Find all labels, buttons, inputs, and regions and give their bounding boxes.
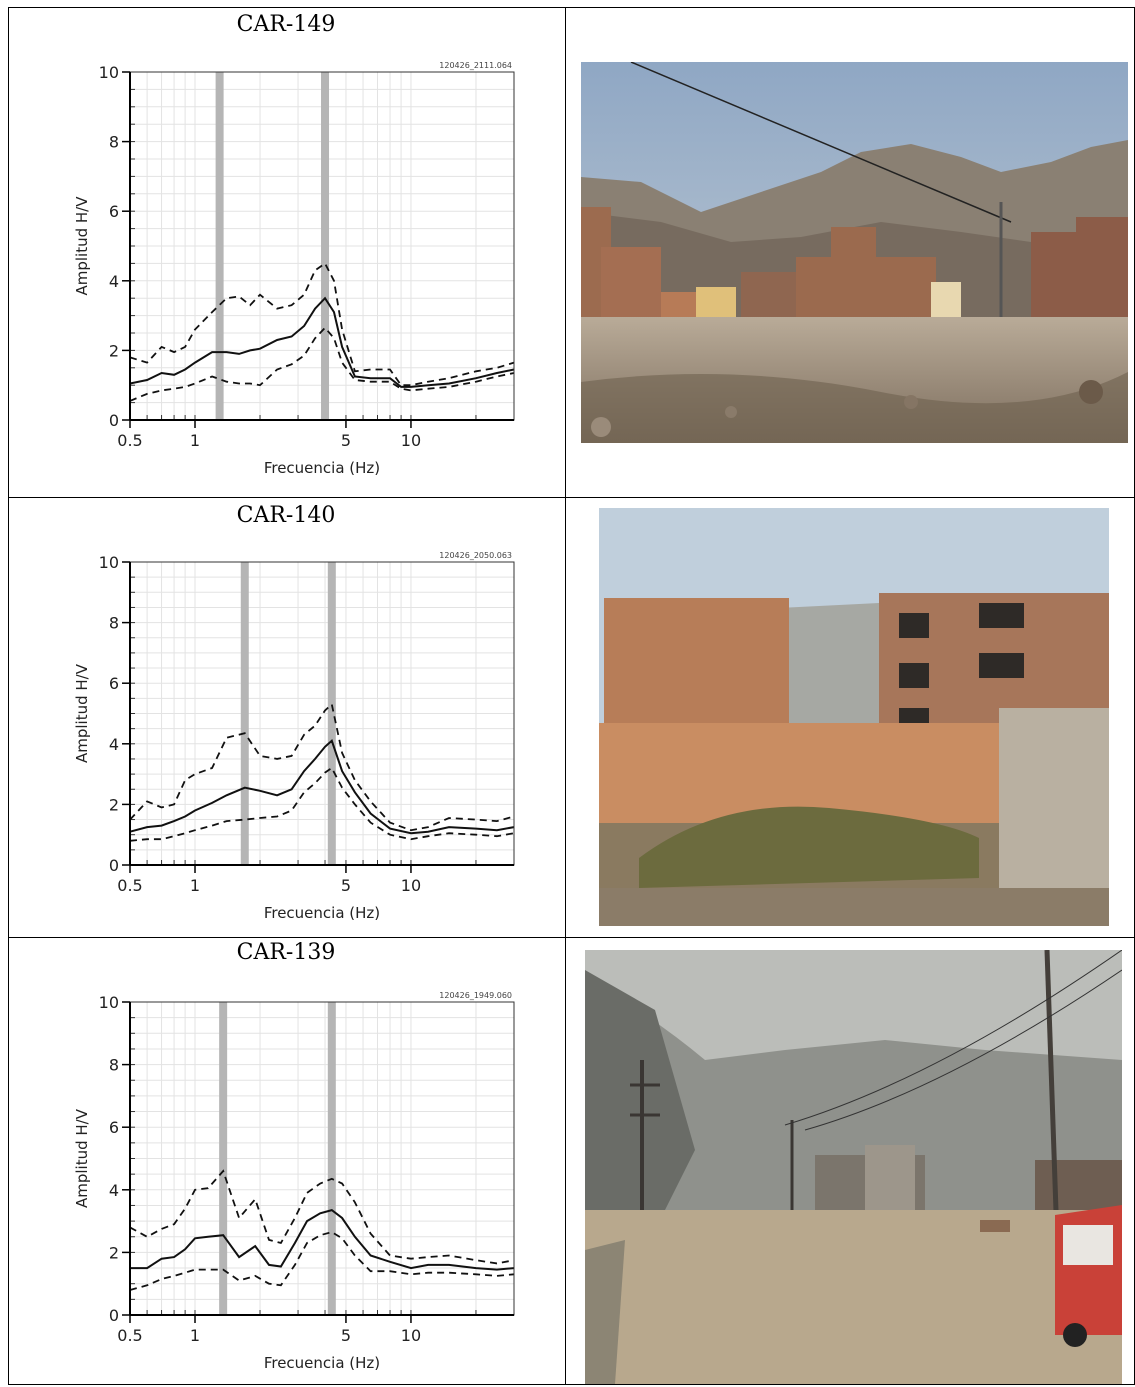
y-tick-label: 2 bbox=[109, 795, 119, 814]
table-row-divider-2 bbox=[8, 937, 1135, 938]
table-row-divider-1 bbox=[8, 497, 1135, 498]
y-tick-label: 6 bbox=[109, 674, 119, 693]
y-tick-label: 0 bbox=[109, 411, 119, 430]
y-tick-label: 4 bbox=[109, 1181, 119, 1200]
x-tick-label: 1 bbox=[190, 1326, 200, 1345]
x-tick-label: 5 bbox=[341, 431, 351, 450]
hv-chart: 0 2 4 6 8 10 0.5 1 5 10 120426_1949.060 Frecuencia … bbox=[73, 991, 515, 1372]
photo-street-mountains bbox=[581, 62, 1128, 443]
y-axis-label: Amplitud H/V bbox=[73, 1108, 91, 1208]
x-tick-label: 0.5 bbox=[117, 431, 142, 450]
photo-hazy-dirt-road bbox=[585, 950, 1122, 1384]
x-axis-label: Frecuencia (Hz) bbox=[264, 459, 380, 477]
y-tick-label: 6 bbox=[109, 202, 119, 221]
hv-chart: 0 2 4 6 8 10 0.5 1 5 10 120426_2111.064 Frecuencia … bbox=[73, 61, 515, 477]
y-tick-label: 10 bbox=[99, 63, 119, 82]
y-tick-label: 8 bbox=[109, 614, 119, 633]
hv-mean-curve bbox=[129, 296, 515, 388]
hv-upper-std-curve bbox=[129, 262, 515, 387]
station-title: CAR-140 bbox=[236, 503, 336, 528]
peak-band bbox=[327, 1002, 336, 1315]
x-tick-label: 10 bbox=[401, 431, 421, 450]
station-title: CAR-139 bbox=[236, 940, 336, 965]
peak-band bbox=[327, 562, 336, 865]
y-tick-label: 0 bbox=[109, 1306, 119, 1325]
hv-lower-std-curve bbox=[129, 326, 515, 402]
y-tick-label: 10 bbox=[99, 993, 119, 1012]
x-tick-label: 1 bbox=[190, 876, 200, 895]
hv-lower-std-curve bbox=[129, 766, 515, 842]
peak-band bbox=[321, 72, 330, 420]
y-tick-label: 0 bbox=[109, 856, 119, 875]
x-tick-label: 0.5 bbox=[117, 1326, 142, 1345]
x-tick-label: 5 bbox=[341, 876, 351, 895]
hv-mean-curve bbox=[129, 739, 515, 835]
x-tick-label: 0.5 bbox=[117, 876, 142, 895]
hv-mean-curve bbox=[130, 1209, 515, 1271]
y-tick-label: 10 bbox=[99, 553, 119, 572]
y-tick-label: 4 bbox=[109, 735, 119, 754]
peak-band bbox=[240, 562, 249, 865]
table-border-left bbox=[8, 7, 9, 1385]
hv-chart: 0 2 4 6 8 10 0.5 1 5 10 120426_2050.063 Frecuencia … bbox=[73, 551, 515, 922]
x-tick-label: 1 bbox=[190, 431, 200, 450]
x-axis-label: Frecuencia (Hz) bbox=[264, 904, 380, 922]
photo-brick-wall-buildings bbox=[599, 508, 1109, 926]
x-tick-label: 10 bbox=[401, 1326, 421, 1345]
peak-band bbox=[219, 1002, 228, 1315]
x-tick-label: 10 bbox=[401, 876, 421, 895]
y-tick-label: 6 bbox=[109, 1118, 119, 1137]
file-id-label: 120426_1949.060 bbox=[439, 991, 512, 1000]
station-title: CAR-149 bbox=[236, 12, 336, 37]
table-border-top bbox=[8, 7, 1135, 8]
y-tick-label: 2 bbox=[109, 1243, 119, 1262]
x-tick-label: 5 bbox=[341, 1326, 351, 1345]
file-id-label: 120426_2050.063 bbox=[439, 551, 512, 560]
hv-upper-std-curve bbox=[129, 1169, 515, 1265]
hv-upper-std-curve bbox=[129, 702, 515, 832]
y-axis-label: Amplitud H/V bbox=[73, 663, 91, 763]
x-axis-label: Frecuencia (Hz) bbox=[264, 1354, 380, 1372]
table-border-bottom bbox=[8, 1384, 1135, 1385]
table-column-divider bbox=[565, 7, 566, 1385]
peak-band bbox=[215, 72, 224, 420]
hv-lower-std-curve bbox=[129, 1231, 515, 1291]
file-id-label: 120426_2111.064 bbox=[439, 61, 512, 70]
y-tick-label: 8 bbox=[109, 1056, 119, 1075]
y-tick-label: 2 bbox=[109, 341, 119, 360]
y-axis-label: Amplitud H/V bbox=[73, 196, 91, 296]
y-tick-label: 8 bbox=[109, 133, 119, 152]
y-tick-label: 4 bbox=[109, 272, 119, 291]
